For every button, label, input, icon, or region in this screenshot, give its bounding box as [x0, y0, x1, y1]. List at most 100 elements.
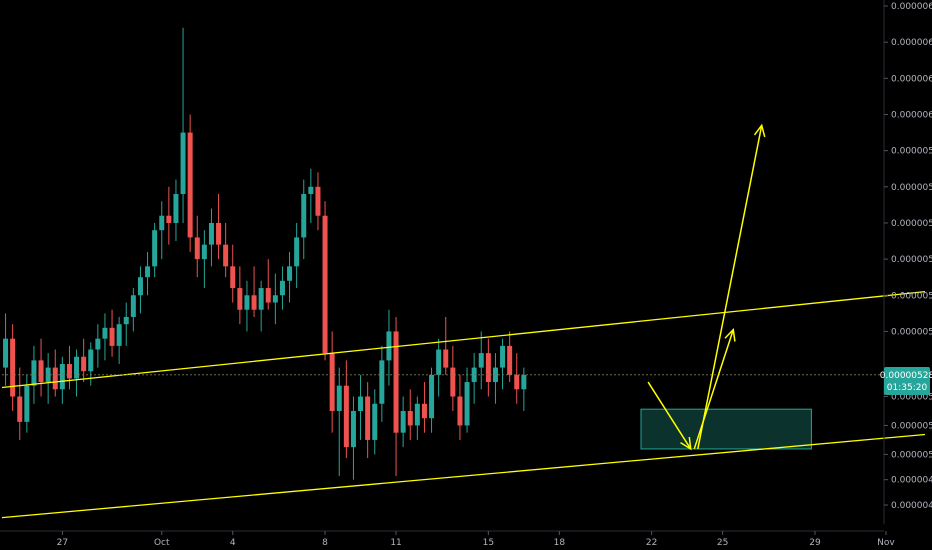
price-tick-label: 0.00000514 [891, 421, 932, 431]
candle-body [379, 360, 385, 404]
candle-body [74, 356, 80, 379]
candle [471, 353, 477, 404]
candle [180, 27, 186, 223]
candle-body [414, 403, 420, 426]
price-tick-label: 0.00000590 [891, 147, 932, 157]
candle [450, 345, 456, 411]
candle [52, 349, 58, 397]
candle-body [429, 374, 435, 419]
candle [45, 353, 51, 404]
arrow-head [724, 327, 736, 342]
candle-body [343, 385, 349, 448]
candle-body [152, 230, 158, 267]
candle [400, 396, 406, 448]
candle-body [322, 215, 328, 354]
candle [343, 360, 349, 458]
candle-body [166, 215, 172, 223]
candle [514, 353, 520, 404]
candle [173, 179, 179, 242]
arrow-up-to-channel-top[interactable] [693, 327, 736, 450]
price-tick-label: 0.00000600 [891, 110, 932, 120]
candle-body [301, 194, 307, 238]
arrow-head [680, 436, 692, 451]
candle-body [180, 132, 186, 195]
last-price-badge: 0.00000528 01:35:20 [880, 367, 932, 395]
candle [24, 374, 30, 433]
candle-body [102, 327, 108, 339]
candle [329, 331, 335, 433]
candle [17, 367, 23, 440]
candle [230, 244, 236, 303]
candle-body [350, 410, 356, 448]
candle [116, 316, 122, 364]
candle-body [187, 132, 193, 238]
price-tick-label: 0.00000522 [891, 393, 932, 403]
candle-body [201, 244, 207, 260]
candle-body [272, 295, 278, 303]
candle [500, 338, 506, 390]
candle [95, 324, 101, 368]
price-tick-label: 0.00000570 [891, 219, 932, 229]
candle [102, 313, 108, 361]
time-tick-label: 8 [322, 538, 328, 548]
candle [492, 353, 498, 404]
candle [350, 396, 356, 480]
candle [59, 356, 65, 404]
price-tick-label: 0.00000580 [891, 183, 932, 193]
candle-body [450, 367, 456, 397]
candle-body [478, 353, 484, 368]
candle-body [407, 410, 413, 426]
candle [308, 168, 314, 223]
price-tick-label: 0.00000630 [891, 2, 932, 12]
candle-body [116, 324, 122, 346]
candle [258, 280, 264, 332]
candle [3, 313, 9, 386]
candle [443, 316, 449, 375]
candle [464, 367, 470, 433]
last-price-value: 0.00000528 [880, 371, 932, 381]
overlays [1, 123, 926, 519]
candle-body [294, 237, 300, 267]
candle [294, 222, 300, 289]
candle [109, 309, 115, 357]
candle-body [159, 215, 165, 231]
candle [130, 288, 136, 332]
time-tick-label: 27 [57, 538, 68, 548]
candle [521, 367, 527, 411]
target-zone[interactable] [640, 408, 812, 450]
candle-body [66, 363, 72, 379]
candle-body [400, 410, 406, 433]
time-tick-label: 11 [390, 538, 401, 548]
candle-body [173, 194, 179, 223]
channel-upper-line[interactable] [1, 291, 926, 389]
candle-body [216, 222, 222, 245]
candle [287, 251, 293, 303]
candle-body [329, 353, 335, 411]
candle-body [230, 266, 236, 289]
candle [407, 389, 413, 440]
candle [194, 215, 200, 278]
candle [201, 230, 207, 289]
candle [81, 338, 87, 383]
price-axis[interactable]: 0.00000630 0.00000620 0.00000610 0.00000600… [883, 0, 932, 524]
candle-body [514, 374, 520, 390]
arrow-down-to-zone[interactable] [647, 381, 692, 451]
candle-body [485, 353, 491, 383]
arrow-up-to-target[interactable] [697, 123, 766, 450]
candle-body [244, 295, 250, 310]
price-tick-label: 0.00000620 [891, 38, 932, 48]
candle [414, 396, 420, 440]
price-tick-label: 0.00000492 [891, 501, 932, 511]
candle-body [258, 288, 264, 310]
candle-body [223, 244, 229, 267]
time-axis[interactable]: 27 Oct 4 8 11 15 18 22 25 29 Nov [0, 530, 895, 548]
time-tick-label: Nov [877, 538, 895, 548]
candle [272, 273, 278, 325]
candle [379, 345, 385, 422]
candle [237, 266, 243, 325]
channel-lower-line[interactable] [1, 433, 926, 519]
candle-body [123, 316, 129, 325]
candle-body [208, 222, 214, 245]
candles [3, 27, 527, 480]
